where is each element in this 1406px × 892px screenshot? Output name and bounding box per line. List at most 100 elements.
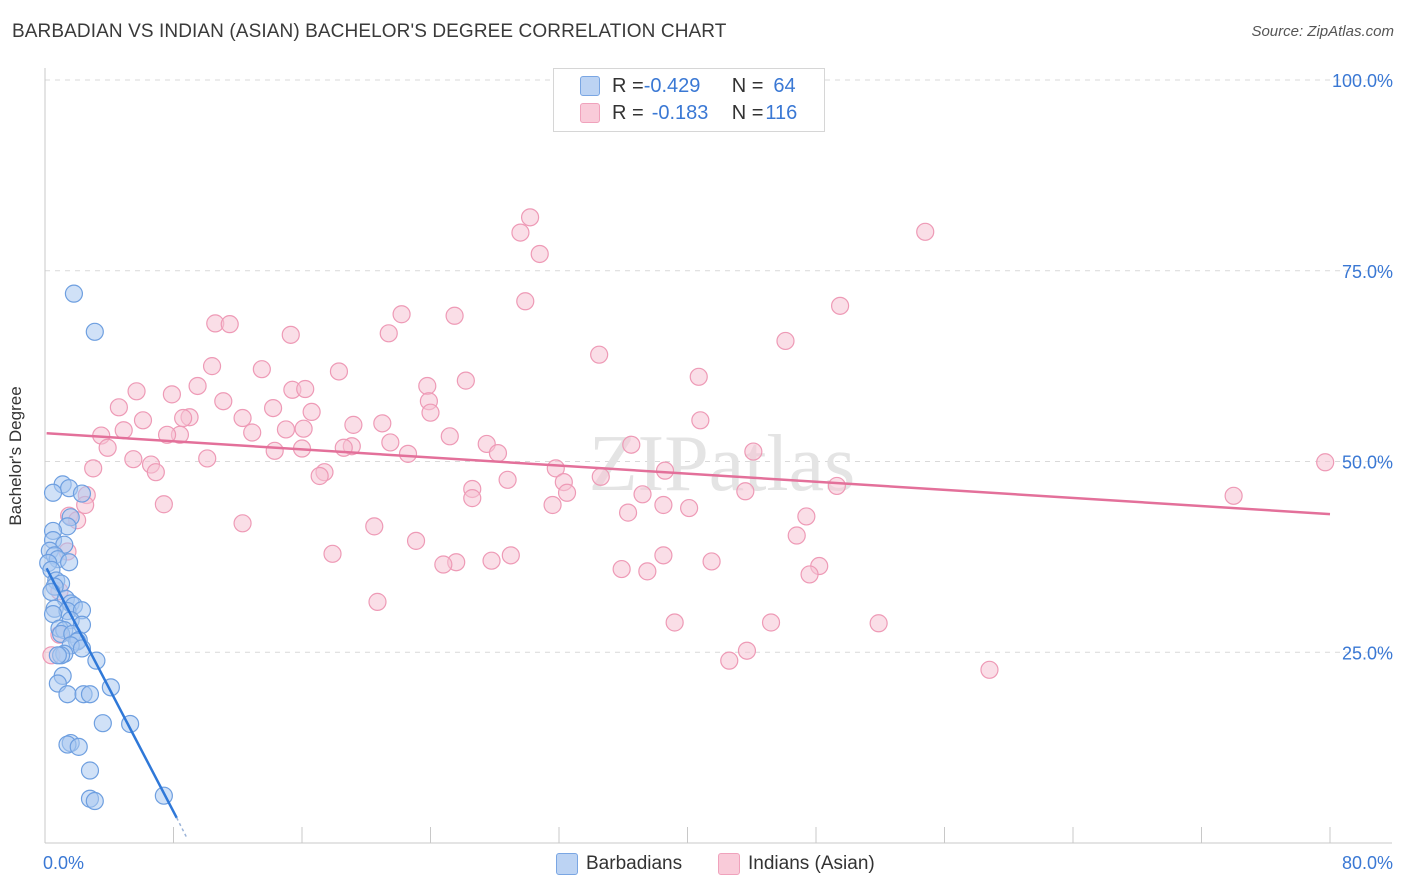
indian-asian-point — [162, 385, 181, 404]
r-value: -0.183 — [651, 101, 709, 124]
indian-asian-point — [488, 444, 508, 463]
indian-asian-point — [252, 360, 271, 379]
r-label: R = — [612, 101, 644, 124]
indian-asian-point — [124, 450, 143, 469]
indian-asian-point — [680, 498, 699, 518]
indian-asian-point — [612, 559, 631, 579]
indian-asian-point — [243, 423, 262, 442]
legend-label-barbadians: Barbadians — [586, 853, 683, 874]
indian-asian-point — [543, 495, 562, 515]
indian-asian-point — [463, 489, 482, 508]
legend-swatch-pink — [580, 103, 600, 123]
axis-tick-labels: 25.0% 50.0% 75.0% 100.0% 0.0% 80.0% — [43, 71, 1393, 873]
legend-item-barbadians[interactable]: Barbadians — [556, 853, 682, 875]
indian-asian-point — [379, 324, 398, 343]
indian-asian-point — [398, 444, 418, 463]
barbadian-point — [58, 685, 77, 704]
indian-asian-point — [109, 398, 128, 417]
indian-asian-point — [146, 463, 165, 482]
indian-asian-point — [830, 296, 850, 315]
indian-asian-point — [980, 660, 999, 679]
indian-asian-point — [736, 482, 755, 501]
x-tick-label: 0.0% — [43, 853, 84, 873]
stats-legend: R = -0.429 N = 64 R = -0.183 N = 116 — [553, 68, 825, 132]
y-tick-label: 25.0% — [1342, 643, 1393, 663]
legend-item-indians[interactable]: Indians (Asian) — [718, 853, 875, 875]
series-indians-asian — [42, 208, 1335, 679]
indian-asian-point — [702, 552, 721, 571]
series-barbadians — [39, 284, 173, 811]
barbadian-point — [85, 322, 104, 341]
indian-asian-point — [373, 414, 392, 433]
indian-asian-point — [198, 449, 217, 468]
x-tick-label: 80.0% — [1342, 853, 1393, 873]
barbadian-point — [43, 483, 63, 502]
indian-asian-point — [456, 371, 475, 390]
axes — [44, 68, 1392, 844]
indian-asian-point — [233, 408, 252, 428]
barbadian-trend-line — [45, 567, 178, 819]
barbadian-point — [69, 737, 88, 756]
indian-asian-point — [691, 411, 710, 430]
indian-asian-point — [302, 402, 321, 422]
indian-asian-point — [654, 546, 673, 565]
indian-asian-point — [406, 531, 426, 550]
indian-asian-point — [530, 244, 549, 264]
legend-row-indians: R = -0.183 N = 116 — [580, 100, 797, 126]
indian-asian-point — [365, 517, 384, 536]
n-label: N = — [731, 101, 764, 124]
indian-asian-point — [737, 641, 757, 660]
indian-asian-point — [787, 526, 806, 545]
indian-asian-point — [281, 325, 300, 344]
indian-asian-point — [114, 421, 133, 440]
legend-row-barbadians: R = -0.429 N = 64 — [580, 73, 796, 99]
indian-asian-point — [511, 223, 530, 242]
indian-asian-point — [761, 613, 781, 632]
indian-asian-point — [174, 408, 193, 428]
y-tick-label: 50.0% — [1342, 453, 1393, 473]
watermark: ZIPatlas — [589, 420, 856, 508]
indian-asian-point — [323, 544, 342, 563]
y-tick-label: 100.0% — [1332, 71, 1393, 91]
y-axis-title-text: Bachelor's Degree — [6, 386, 25, 526]
indian-asian-point — [501, 546, 520, 565]
indian-asian-point — [434, 555, 453, 574]
indian-asian-point — [776, 331, 795, 351]
indian-asian-point — [622, 435, 641, 454]
indian-asian-point — [265, 441, 284, 460]
indian-asian-point — [800, 565, 819, 584]
indian-asian-point — [633, 485, 652, 504]
indian-asian-point — [329, 362, 349, 381]
trend-lines — [45, 432, 1331, 838]
indian-asian-point — [498, 470, 517, 489]
barbadian-point — [85, 791, 104, 811]
barbadian-point — [64, 284, 84, 303]
indian-asian-point — [440, 427, 459, 446]
indian-asian-trend-line — [46, 432, 1331, 516]
indian-asian-point — [590, 345, 609, 364]
indian-asian-point — [154, 495, 173, 514]
chart-title: BARBADIAN VS INDIAN (ASIAN) BACHELOR'S D… — [12, 21, 727, 42]
source-credit: Source: ZipAtlas.com — [1251, 23, 1394, 40]
indian-asian-point — [310, 466, 329, 486]
barbadian-trend-extension — [176, 817, 188, 838]
indian-asian-point — [296, 379, 315, 399]
indian-asian-point — [869, 614, 888, 633]
indian-asian-point — [334, 438, 353, 457]
series-legend: Barbadians Indians (Asian) — [0, 851, 1406, 879]
indian-asian-point — [157, 425, 177, 444]
indian-asian-point — [214, 392, 233, 411]
barbadian-point — [72, 484, 92, 503]
indian-asian-point — [418, 376, 437, 396]
indian-asian-point — [665, 613, 684, 632]
legend-swatch-blue — [556, 853, 578, 875]
indian-asian-point — [1316, 453, 1335, 472]
indian-asian-point — [516, 292, 535, 311]
indian-asian-point — [276, 420, 296, 439]
n-value: 116 — [765, 101, 798, 124]
indian-asian-point — [220, 315, 239, 334]
indian-asian-point — [202, 357, 222, 376]
indian-asian-point — [618, 503, 638, 522]
indian-asian-point — [421, 403, 440, 422]
